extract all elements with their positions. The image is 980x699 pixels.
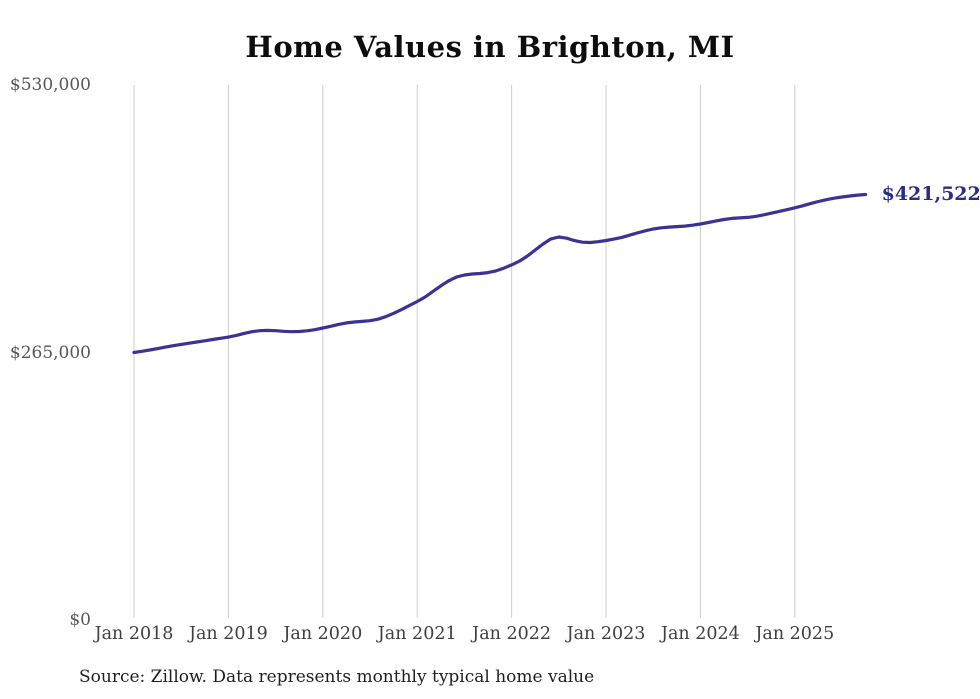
gridlines: [133, 85, 796, 618]
x-tick-label: Jan 2022: [472, 624, 552, 644]
x-tick-label: Jan 2021: [377, 624, 457, 644]
x-tick-label: Jan 2023: [566, 624, 646, 644]
x-tick-label: Jan 2020: [283, 624, 363, 644]
x-tick-label: Jan 2024: [660, 624, 740, 644]
source-note: Source: Zillow. Data represents monthly …: [79, 667, 595, 687]
end-value-label: $421,522: [881, 182, 980, 205]
x-tick-label: Jan 2025: [755, 624, 835, 644]
y-tick-label: $265,000: [9, 342, 91, 363]
y-tick-label: $0: [69, 610, 91, 630]
home-value-line: [132, 192, 868, 355]
x-tick-label: Jan 2018: [94, 624, 174, 644]
x-tick-label: Jan 2019: [188, 624, 268, 644]
chart-title: Home Values in Brighton, MI: [245, 30, 735, 64]
y-tick-label: $530,000: [9, 75, 91, 95]
